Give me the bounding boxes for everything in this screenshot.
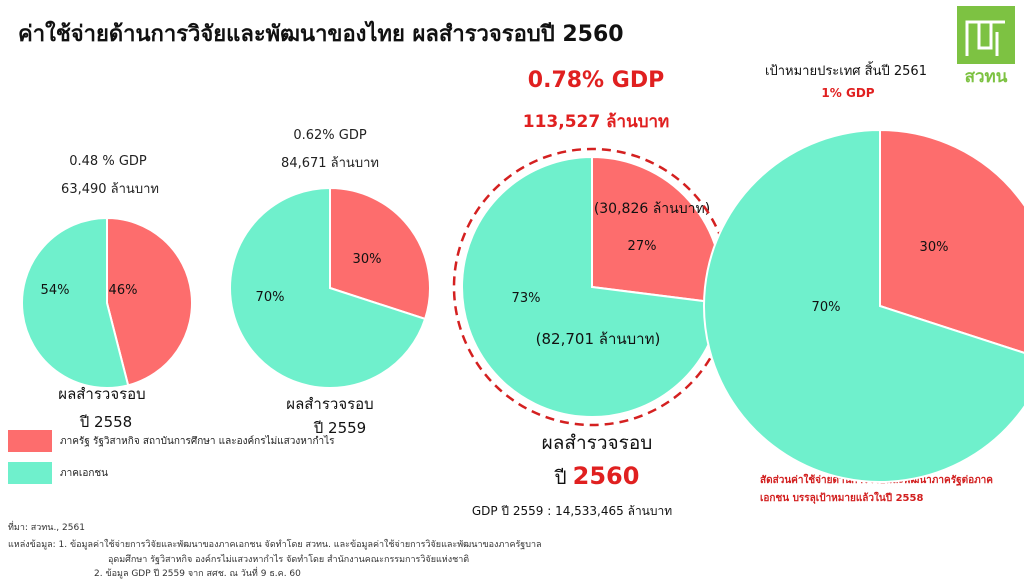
chart3-slice-private [461,155,723,418]
chart4-slice-label-public: 30% [920,240,949,255]
gdp-note: GDP ปี 2559 : 14,533,465 ล้านบาท [471,504,673,518]
chart3-caption-line1: ผลสำรวจรอบ [541,432,653,454]
chart1-gdp-label: 0.48 % GDP [69,154,147,169]
chart3-slice-label-public: 27% [628,239,657,254]
chart3-slice-public [591,155,723,305]
chart3-amount-label: 113,527 ล้านบาท [522,112,670,132]
legend-public-swatch [8,430,52,452]
chart2-slice-public [329,186,431,321]
logo: สวทน [957,6,1015,86]
chart1-slice-private [21,216,130,389]
chart2-slice-label-private: 70% [256,290,285,305]
source-line: ที่มา: สวทน., 2561 [8,523,85,533]
chart4-header-label: เป้าหมายประเทศ สิ้นปี 2561 [765,64,927,79]
logo-text: สวทน [965,67,1008,86]
chart4-slice-label-private: 70% [812,300,841,315]
chart1-slice-label-private: 54% [41,283,70,298]
chart1-amount-label: 63,490 ล้านบาท [61,182,159,197]
chart2-amount-label: 84,671 ล้านบาท [281,156,379,171]
chart4-gdp-label: 1% GDP [821,86,875,100]
legend-public-label: ภาครัฐ รัฐวิสาหกิจ สถาบันการศึกษา และองค… [60,436,335,447]
reference-line-1: แหล่งข้อมูล: 1. ข้อมูลค่าใช้จ่ายการวิจัย… [8,540,542,550]
chart2-gdp-label: 0.62% GDP [293,128,367,143]
chart2-caption-line2: ปี 2559 [313,419,367,437]
chart2-caption-line1: ผลสำรวจรอบ [286,395,374,413]
chart3-slice-amount-private: (82,701 ล้านบาท) [536,330,661,348]
reference-line-2: อุดมศึกษา รัฐวิสาหกิจ องค์กรไม่แสวงหากำไ… [108,555,470,565]
legend-private-swatch [8,462,52,484]
chart1-slice-public [106,216,193,387]
page-title: ค่าใช้จ่ายด้านการวิจัยและพัฒนาของไทย ผลส… [18,22,624,47]
chart3-caption-line2: ปี 2560 [555,462,640,493]
chart1-caption-line2: ปี 2558 [79,413,133,431]
chart3-caption-year: 2560 [572,462,640,490]
chart3-gdp-label: 0.78% GDP [527,68,665,93]
chart3-slice-amount-public: (30,826 ล้านบาท) [594,201,710,217]
chart4-slice-private [703,128,1024,483]
chart1-caption-line1: ผลสำรวจรอบ [58,385,146,403]
chart3-caption-prefix: ปี [554,467,567,489]
chart2-slice-label-public: 30% [353,252,382,267]
legend-private-label: ภาคเอกชน [60,468,108,479]
reference-line-3: 2. ข้อมูล GDP ปี 2559 จาก สศช. ณ วันที่ … [94,569,301,579]
chart2-slice-private [229,186,427,389]
chart3-slice-label-private: 73% [512,291,541,306]
chart1-slice-label-public: 46% [109,283,138,298]
chart4-slice-public [879,128,1024,354]
